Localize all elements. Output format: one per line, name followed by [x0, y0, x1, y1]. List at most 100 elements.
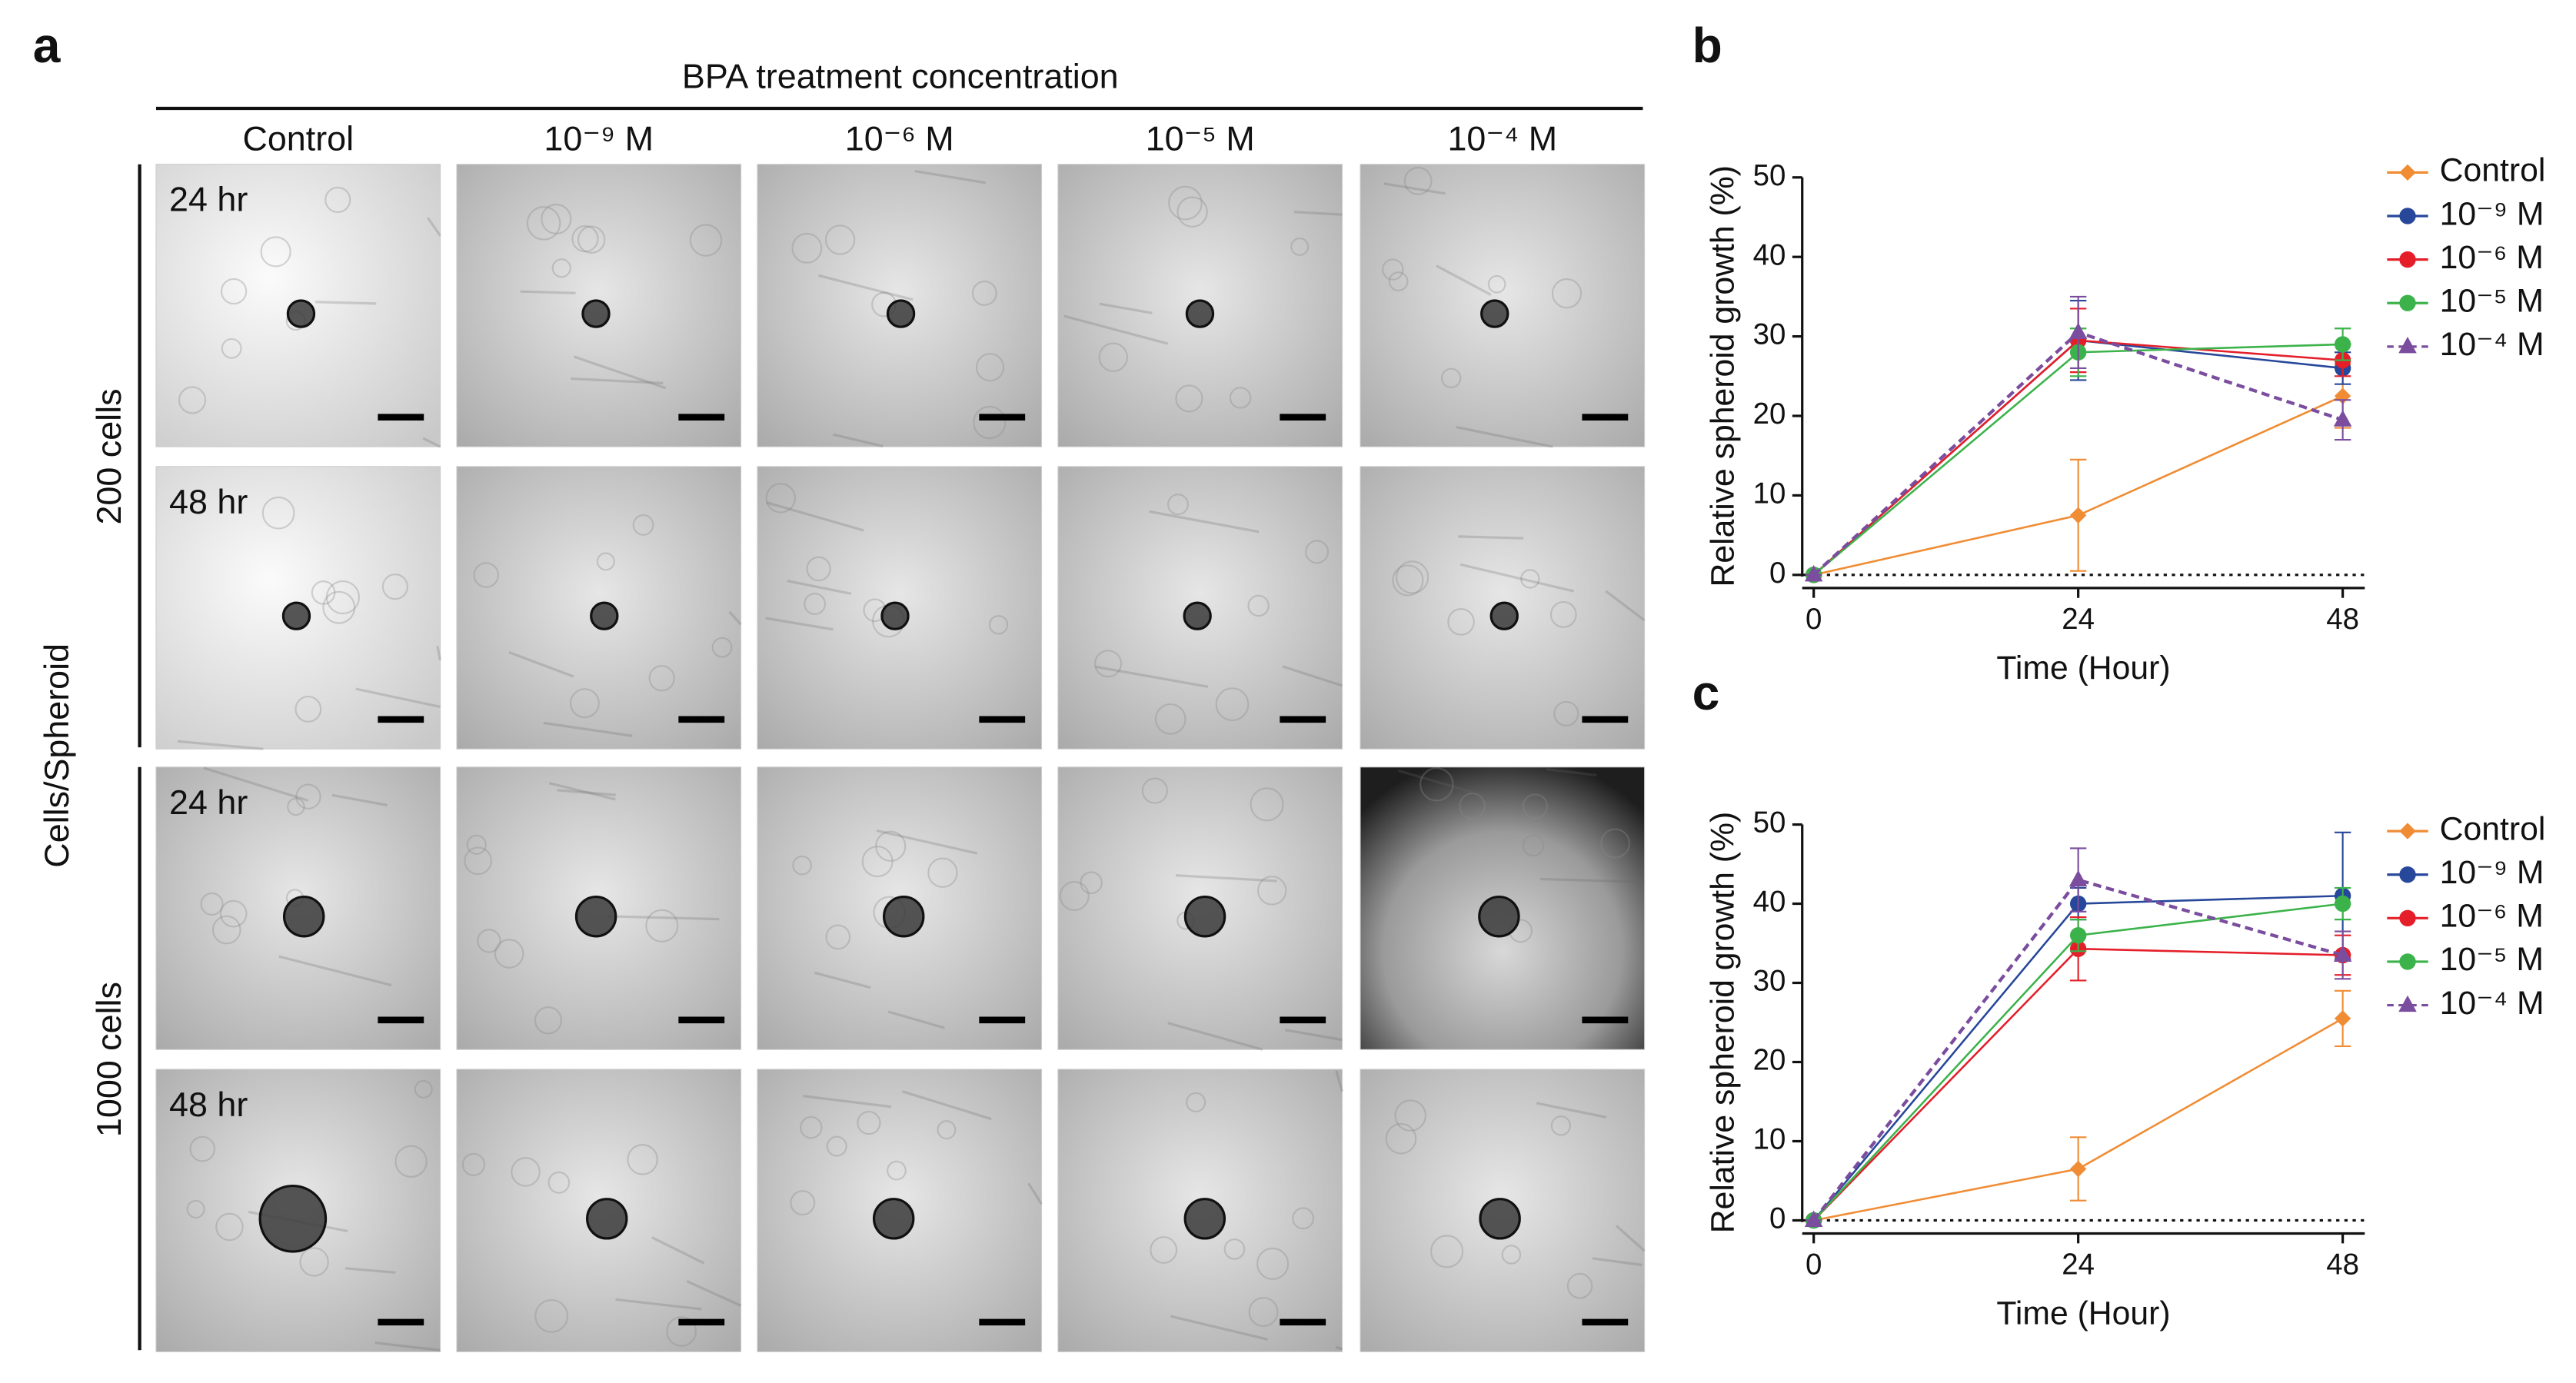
marker [2333, 945, 2352, 962]
y-tick-label: 20 [1753, 1044, 1786, 1077]
texture [666, 1316, 697, 1347]
marker [2399, 953, 2416, 970]
texture [200, 892, 224, 916]
marker [2068, 322, 2088, 339]
marker [2068, 869, 2088, 887]
marker [2333, 410, 2352, 427]
texture [937, 1120, 957, 1140]
spheroid [1479, 1198, 1521, 1240]
texture [914, 169, 986, 185]
texture [1250, 787, 1284, 822]
texture [1501, 1245, 1522, 1265]
texture [1177, 196, 1208, 228]
texture [381, 573, 408, 600]
texture [766, 501, 864, 532]
texture [508, 650, 574, 678]
y-tick-label: 0 [1769, 557, 1786, 590]
x-tick-label: 24 [2062, 1248, 2095, 1281]
marker [1804, 1210, 1823, 1227]
texture [876, 829, 978, 855]
spheroid [882, 895, 925, 938]
texture [526, 206, 561, 241]
texture [557, 789, 616, 796]
texture [1257, 876, 1287, 906]
texture [1383, 182, 1446, 195]
texture [791, 232, 823, 264]
y-tick-label: 20 [1753, 397, 1786, 431]
texture [215, 1212, 244, 1242]
column-header: 10⁻⁹ M [544, 119, 654, 158]
texture [1388, 271, 1409, 291]
texture [569, 688, 600, 719]
texture [1095, 665, 1209, 688]
texture [219, 899, 248, 928]
texture [1167, 1022, 1263, 1051]
y-tick-label: 40 [1753, 238, 1786, 271]
spheroid [581, 299, 611, 328]
texture [1456, 425, 1553, 448]
texture [571, 224, 599, 253]
texture [792, 855, 812, 876]
texture [1223, 1238, 1246, 1260]
texture [1566, 1272, 1593, 1299]
y-tick-label: 30 [1753, 318, 1786, 351]
texture [1094, 650, 1123, 678]
texture [520, 290, 576, 294]
texture [971, 280, 997, 306]
marker [2069, 927, 2087, 944]
texture [1520, 569, 1540, 589]
texture [826, 1135, 847, 1157]
legend-label: 10⁻⁶ M [2440, 898, 2544, 935]
texture [824, 224, 856, 255]
marker [2334, 1010, 2351, 1027]
texture [596, 552, 615, 571]
spheroid [1480, 299, 1509, 328]
texture [1546, 768, 1597, 777]
texture [461, 1152, 486, 1176]
texture [466, 834, 487, 855]
y-tick-label: 10 [1753, 1123, 1786, 1156]
group-label: 200 cells [89, 388, 128, 524]
marker [2399, 294, 2416, 311]
texture [1436, 264, 1492, 296]
y-tick-label: 0 [1769, 1202, 1786, 1235]
texture [833, 433, 884, 448]
texture [534, 1006, 563, 1035]
texture [1186, 1092, 1206, 1112]
texture [1605, 590, 1646, 622]
texture [473, 562, 499, 588]
texture [1549, 601, 1577, 628]
texture [711, 637, 733, 658]
texture [686, 1280, 742, 1307]
marker [2399, 251, 2416, 268]
texture [541, 203, 572, 234]
panel-label: a [33, 18, 62, 73]
texture [577, 225, 606, 254]
texture [422, 437, 441, 448]
legend-label: 10⁻⁵ M [2440, 941, 2544, 978]
x-tick-label: 48 [2326, 603, 2359, 636]
texture [1385, 1122, 1417, 1155]
marker [2069, 1160, 2087, 1178]
panel-title: BPA treatment concentration [682, 56, 1119, 95]
texture [1459, 793, 1486, 819]
texture [861, 846, 894, 878]
panel-label: b [1692, 18, 1722, 73]
texture [374, 1341, 441, 1352]
texture [1616, 1225, 1646, 1252]
marker [2069, 507, 2087, 524]
texture [1430, 1235, 1464, 1268]
spheroid [586, 1198, 628, 1240]
texture [645, 909, 679, 943]
legend-label: 10⁻⁶ M [2440, 239, 2544, 276]
texture [818, 274, 914, 301]
column-header: Control [242, 119, 354, 158]
texture [1551, 278, 1583, 309]
texture [322, 590, 356, 624]
texture [1382, 258, 1404, 281]
texture [543, 721, 633, 737]
spheroid [282, 895, 325, 938]
y-title: Relative spheroid growth (%) [1705, 812, 1742, 1233]
texture [689, 224, 723, 257]
